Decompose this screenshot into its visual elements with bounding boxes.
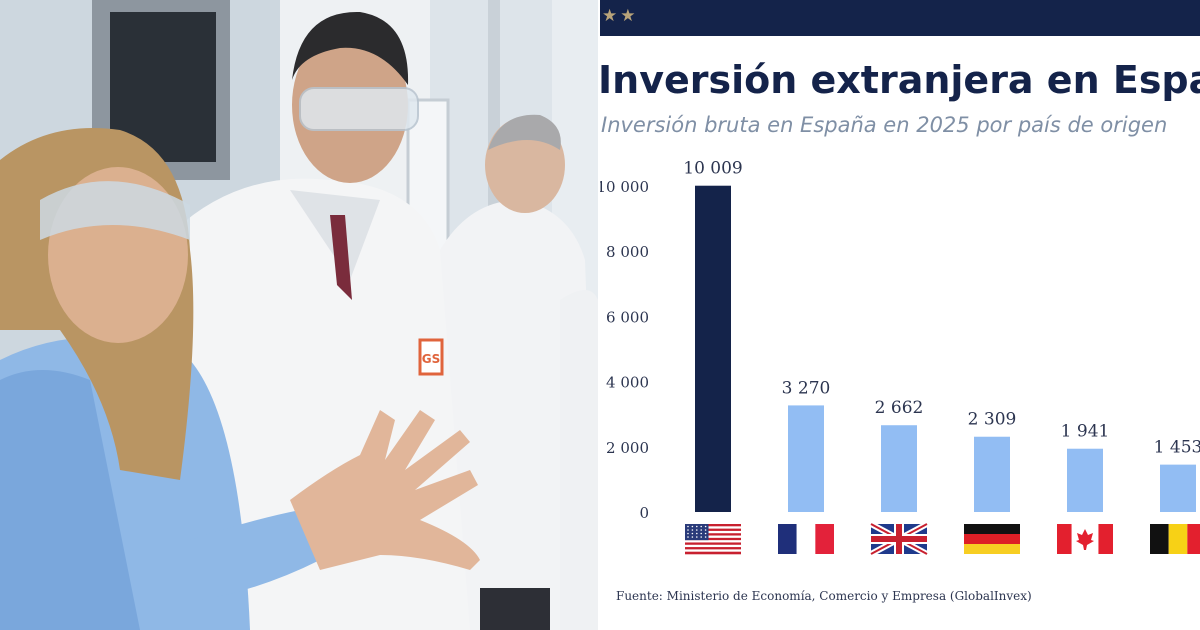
bar-value-label: 1 453 — [1154, 438, 1200, 458]
flag-belgium-icon — [1150, 524, 1200, 554]
photo-lab-visit: GS — [0, 0, 598, 630]
bar-value-label: 3 270 — [782, 378, 831, 398]
bar-value-label: 10 009 — [683, 159, 742, 179]
bar-uk — [881, 425, 917, 512]
bars — [695, 185, 1196, 512]
coat-logo-text: GS — [422, 352, 441, 366]
y-tick-label: 4 000 — [606, 374, 649, 392]
chart-subtitle: Inversión bruta en España en 2025 por pa… — [601, 113, 1168, 137]
flag-germany-icon — [964, 524, 1020, 554]
flag-usa-icon — [685, 524, 741, 555]
y-tick-label: 6 000 — [606, 308, 649, 326]
flag-uk-icon — [869, 521, 929, 557]
bar-value-label: 2 309 — [968, 410, 1017, 430]
y-tick-label: 2 000 — [606, 439, 649, 457]
header-bar: ★★ — [600, 0, 1200, 36]
country-flags — [685, 521, 1200, 557]
y-tick-label: 10 000 — [600, 178, 649, 196]
bar-value-label: 2 662 — [875, 398, 924, 418]
bar-canada — [1067, 448, 1103, 512]
chart-title: Inversión extranjera en España — [600, 58, 1200, 102]
y-axis: 0 2 000 4 000 6 000 8 000 10 000 — [600, 178, 649, 522]
source-note: Fuente: Ministerio de Economía, Comercio… — [616, 589, 1032, 603]
photo-illustration: GS — [0, 0, 598, 630]
bar-value-label: 1 941 — [1061, 422, 1110, 442]
bar-germany — [974, 436, 1010, 512]
flag-france-icon — [778, 524, 834, 554]
value-labels: 10 009 3 270 2 662 2 309 1 941 1 453 — [683, 159, 1200, 458]
star-icons: ★★ — [602, 6, 639, 26]
bar-chart: 0 2 000 4 000 6 000 8 000 10 000 10 009 3 270 2… — [600, 159, 1200, 557]
bar-france — [788, 405, 824, 512]
bar-belgium — [1160, 464, 1196, 512]
flag-canada-icon — [1057, 524, 1113, 554]
y-tick-label: 8 000 — [606, 243, 649, 261]
infographic-panel: ★★ Inversión extranjera en España Invers… — [600, 0, 1200, 630]
y-tick-label: 0 — [639, 504, 649, 522]
bar-usa — [695, 185, 731, 512]
